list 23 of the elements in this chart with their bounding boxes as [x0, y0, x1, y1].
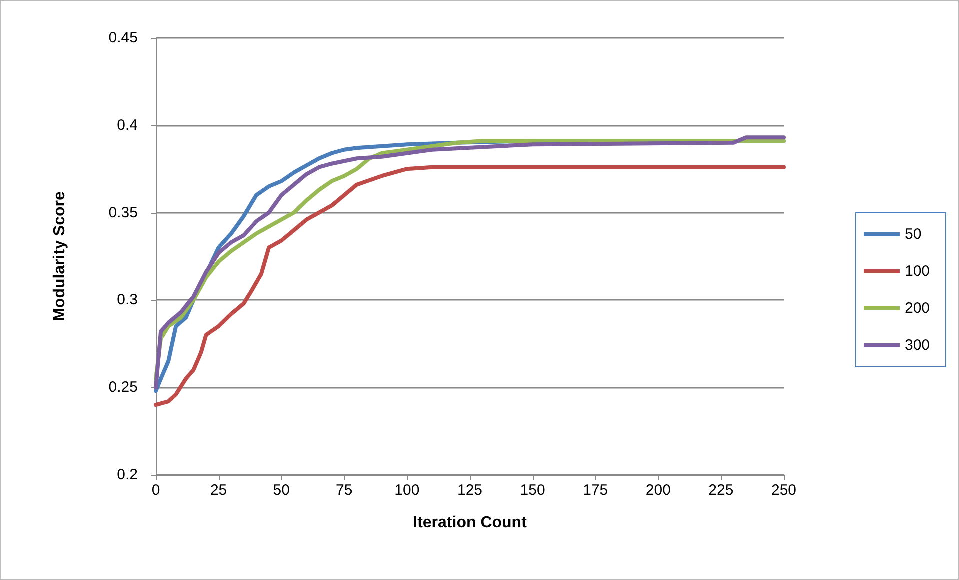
x-tick-label: 225: [708, 482, 734, 499]
y-tick-label: 0.25: [108, 379, 138, 396]
x-tick-label: 100: [394, 482, 420, 499]
x-tick-label: 75: [336, 482, 353, 499]
x-tick-label: 25: [210, 482, 228, 499]
y-tick-label: 0.45: [108, 30, 138, 46]
y-tick-label: 0.35: [108, 204, 138, 222]
x-axis-title: Iteration Count: [413, 514, 528, 532]
x-tick-label: 175: [583, 482, 608, 499]
legend-label: 300: [904, 337, 930, 354]
x-tick-label: 0: [152, 482, 160, 499]
legend-label: 50: [904, 226, 922, 243]
y-tick-label: 0.4: [117, 116, 138, 134]
y-tick-label: 0.3: [117, 292, 138, 309]
legend-label: 200: [904, 300, 930, 317]
x-tick-label: 125: [457, 482, 483, 499]
y-tick-label: 0.2: [117, 466, 138, 484]
x-tick-label: 50: [273, 482, 290, 499]
legend-label: 100: [904, 263, 930, 280]
x-tick-label: 150: [520, 482, 546, 499]
x-tick-label: 250: [771, 482, 797, 499]
x-tick-label: 200: [646, 482, 671, 499]
y-axis-title: Modularity Score: [52, 192, 68, 322]
